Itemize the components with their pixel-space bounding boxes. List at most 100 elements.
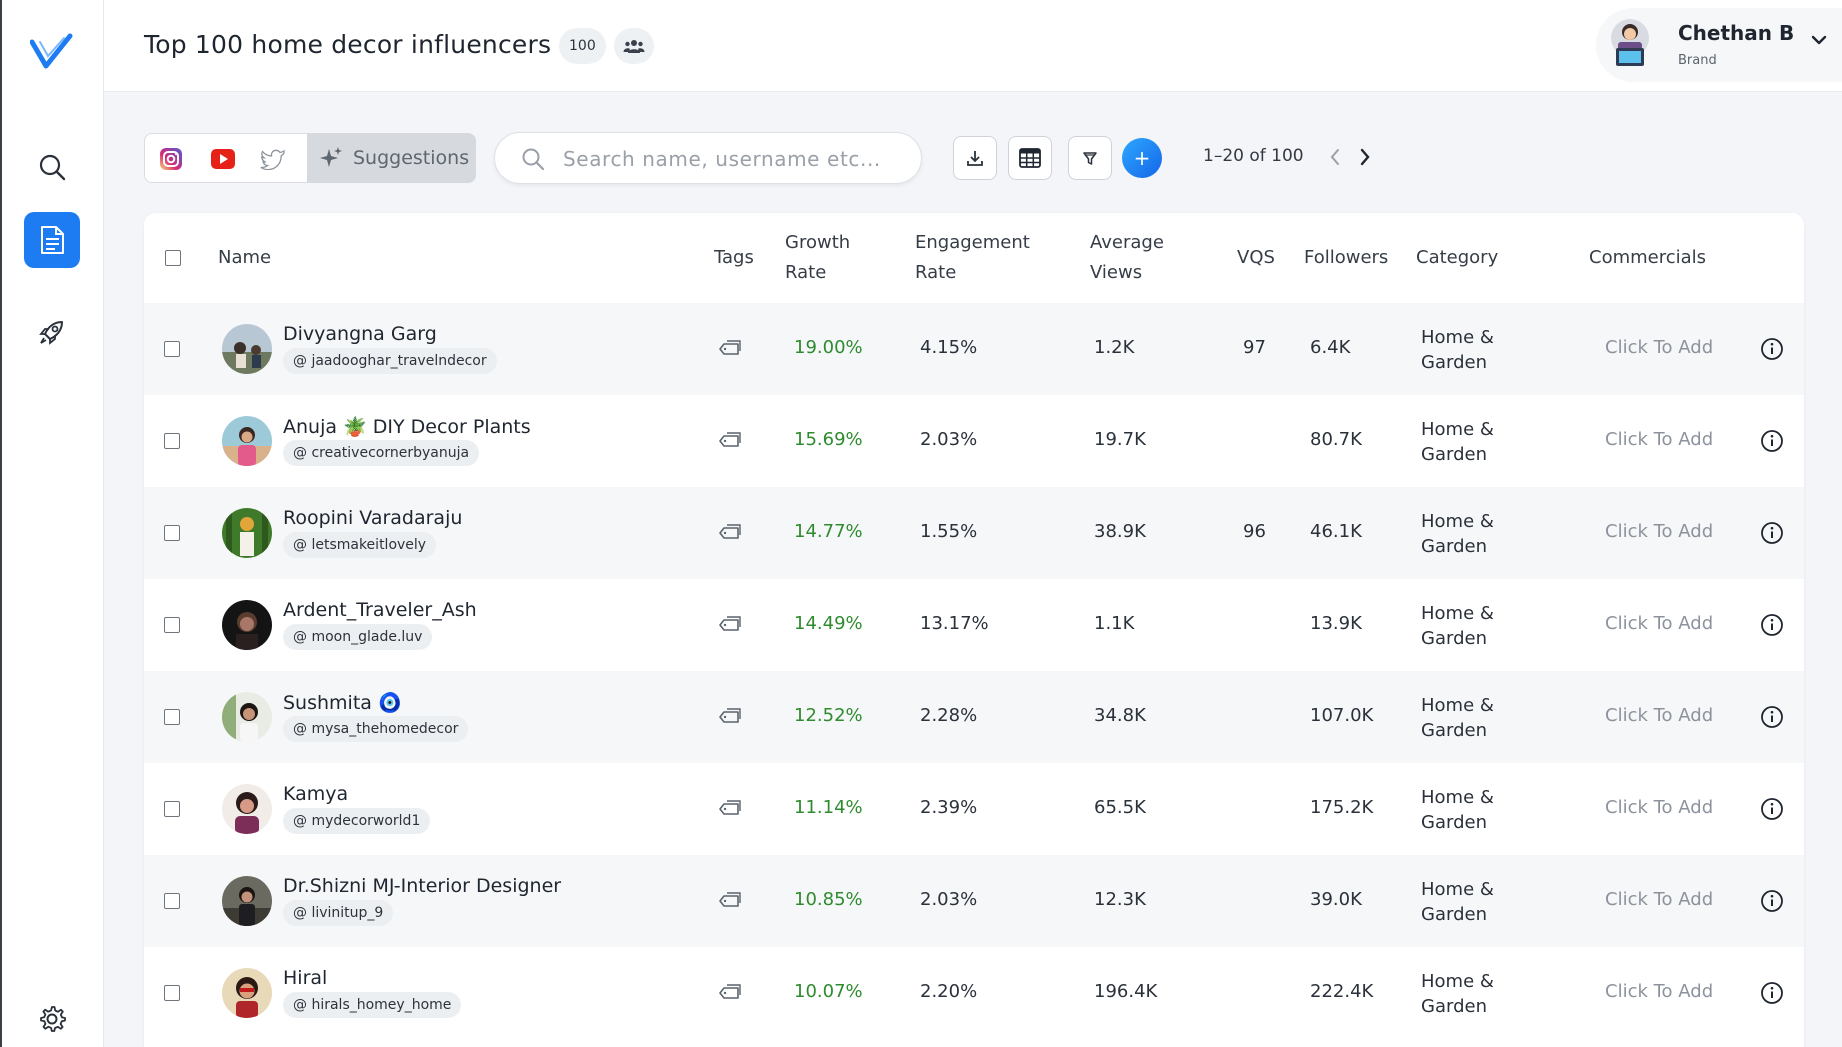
row-checkbox[interactable] — [164, 985, 180, 1001]
commercials-click-to-add[interactable]: Click To Add — [1605, 797, 1714, 818]
suggestions-label: Suggestions — [353, 147, 470, 169]
growth-rate: 19.00% — [794, 337, 863, 358]
engagement-rate: 13.17% — [920, 613, 989, 634]
chevron-right-icon[interactable] — [1358, 146, 1372, 168]
row-checkbox[interactable] — [164, 709, 180, 725]
info-icon[interactable] — [1760, 521, 1784, 545]
average-views: 1.1K — [1094, 613, 1135, 634]
commercials-click-to-add[interactable]: Click To Add — [1605, 705, 1714, 726]
sidebar-item-settings[interactable] — [24, 991, 80, 1047]
avatar — [222, 416, 272, 466]
influencer-handle[interactable]: @ mysa_thehomedecor — [283, 716, 469, 742]
influencer-name[interactable]: Sushmita 🧿 — [283, 692, 402, 714]
filter-button[interactable] — [1068, 136, 1112, 180]
chevron-left-icon[interactable] — [1328, 146, 1342, 168]
avatar — [222, 508, 272, 558]
row-checkbox[interactable] — [164, 525, 180, 541]
row-checkbox[interactable] — [164, 893, 180, 909]
commercials-click-to-add[interactable]: Click To Add — [1605, 521, 1714, 542]
influencer-handle[interactable]: @ mydecorworld1 — [283, 808, 431, 834]
table-row[interactable]: Dr.Shizni MJ-Interior Designer @ livinit… — [144, 855, 1804, 947]
average-views: 12.3K — [1094, 889, 1146, 910]
col-average-views[interactable]: Average Views — [1090, 232, 1164, 283]
tag-icon[interactable] — [718, 523, 742, 543]
table-row[interactable]: Ardent_Traveler_Ash @ moon_glade.luv 14.… — [144, 579, 1804, 671]
influencer-handle[interactable]: @ jaadooghar_travelndecor — [283, 348, 497, 374]
tag-icon[interactable] — [718, 707, 742, 727]
tag-icon[interactable] — [718, 799, 742, 819]
platform-youtube[interactable] — [205, 143, 241, 175]
info-icon[interactable] — [1760, 705, 1784, 729]
user-menu[interactable]: Chethan B Brand — [1596, 8, 1842, 82]
commercials-click-to-add[interactable]: Click To Add — [1605, 429, 1714, 450]
table-header: Name Tags Growth Rate Engagement Rate Av… — [144, 213, 1804, 303]
app-logo[interactable] — [29, 32, 76, 72]
instagram-icon — [160, 148, 182, 170]
table-row[interactable]: Anuja 🪴 DIY Decor Plants @ creativecorne… — [144, 395, 1804, 487]
col-vqs[interactable]: VQS — [1237, 247, 1275, 268]
influencer-name[interactable]: Kamya — [283, 783, 349, 805]
add-influencer-button[interactable]: + — [1122, 138, 1162, 178]
influencer-handle[interactable]: @ letsmakeitlovely — [283, 532, 437, 558]
info-icon[interactable] — [1760, 613, 1784, 637]
col-growth-rate[interactable]: Growth Rate — [785, 232, 851, 283]
avatar — [222, 876, 272, 926]
influencer-name[interactable]: Hiral — [283, 967, 328, 989]
commercials-click-to-add[interactable]: Click To Add — [1605, 889, 1714, 910]
influencer-name[interactable]: Ardent_Traveler_Ash — [283, 599, 477, 621]
table-row[interactable]: Divyangna Garg @ jaadooghar_travelndecor… — [144, 303, 1804, 395]
influencer-name[interactable]: Roopini Varadaraju — [283, 507, 463, 529]
table-row[interactable]: Kamya @ mydecorworld1 11.14% 2.39% 65.5K… — [144, 763, 1804, 855]
influencer-handle[interactable]: @ livinitup_9 — [283, 900, 394, 926]
col-followers[interactable]: Followers — [1304, 247, 1389, 268]
col-engagement-rate[interactable]: Engagement Rate — [915, 232, 1030, 283]
row-checkbox[interactable] — [164, 617, 180, 633]
table-row[interactable]: Sushmita 🧿 @ mysa_thehomedecor 12.52% 2.… — [144, 671, 1804, 763]
info-icon[interactable] — [1760, 981, 1784, 1005]
influencer-handle[interactable]: @ creativecornerbyanuja — [283, 440, 480, 466]
sidebar-item-lists[interactable] — [24, 212, 80, 268]
table-view-button[interactable] — [1008, 136, 1052, 180]
search-icon — [39, 154, 66, 181]
tag-icon[interactable] — [718, 339, 742, 359]
tag-icon[interactable] — [718, 891, 742, 911]
info-icon[interactable] — [1760, 337, 1784, 361]
row-checkbox[interactable] — [164, 433, 180, 449]
engagement-rate: 2.03% — [920, 429, 978, 450]
shared-users-button[interactable] — [614, 28, 654, 64]
platform-twitter[interactable] — [255, 143, 291, 175]
download-button[interactable] — [953, 136, 997, 180]
influencer-name[interactable]: Dr.Shizni MJ-Interior Designer — [283, 875, 562, 897]
info-icon[interactable] — [1760, 889, 1784, 913]
commercials-click-to-add[interactable]: Click To Add — [1605, 981, 1714, 1002]
info-icon[interactable] — [1760, 797, 1784, 821]
info-icon[interactable] — [1760, 429, 1784, 453]
chevron-down-icon[interactable] — [1810, 34, 1828, 46]
influencer-name[interactable]: Anuja 🪴 DIY Decor Plants — [283, 416, 531, 438]
table-row[interactable]: Hiral @ hirals_homey_home 10.07% 2.20% 1… — [144, 947, 1804, 1039]
table-row[interactable]: Roopini Varadaraju @ letsmakeitlovely 14… — [144, 487, 1804, 579]
avatar — [222, 784, 272, 834]
sidebar-item-campaigns[interactable] — [24, 304, 80, 360]
row-checkbox[interactable] — [164, 801, 180, 817]
document-icon — [41, 226, 64, 254]
average-views: 196.4K — [1094, 981, 1158, 1002]
table-icon — [1019, 148, 1041, 168]
tag-icon[interactable] — [718, 615, 742, 635]
sidebar-item-search[interactable] — [24, 139, 80, 195]
select-all-checkbox[interactable] — [165, 250, 181, 266]
search-input[interactable] — [563, 145, 903, 173]
commercials-click-to-add[interactable]: Click To Add — [1605, 613, 1714, 634]
row-checkbox[interactable] — [164, 341, 180, 357]
suggestions-tab[interactable]: Suggestions — [307, 133, 476, 183]
influencer-name[interactable]: Divyangna Garg — [283, 323, 437, 345]
col-category: Category — [1416, 247, 1499, 268]
tag-icon[interactable] — [718, 983, 742, 1003]
influencer-handle[interactable]: @ moon_glade.luv — [283, 624, 433, 650]
commercials-click-to-add[interactable]: Click To Add — [1605, 337, 1714, 358]
influencer-handle[interactable]: @ hirals_homey_home — [283, 992, 462, 1018]
engagement-rate: 2.39% — [920, 797, 978, 818]
platform-instagram[interactable] — [153, 143, 189, 175]
col-name[interactable]: Name — [218, 247, 272, 268]
tag-icon[interactable] — [718, 431, 742, 451]
